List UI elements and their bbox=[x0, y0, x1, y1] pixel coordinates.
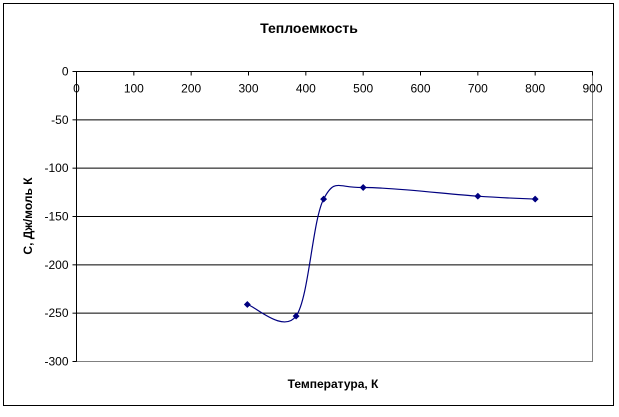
y-tick-label-0: 0 bbox=[62, 65, 69, 79]
x-axis-title: Температура, К bbox=[288, 377, 379, 391]
x-tick-label-4: 400 bbox=[296, 82, 316, 96]
data-point-0-0 bbox=[243, 300, 251, 309]
y-tick-label-4: -200 bbox=[44, 258, 68, 272]
data-point-0-4 bbox=[474, 192, 482, 200]
y-tick-label-2: -100 bbox=[44, 161, 68, 175]
x-tick-label-2: 200 bbox=[181, 82, 201, 96]
data-point-0-5 bbox=[531, 195, 539, 203]
y-tick-label-6: -300 bbox=[44, 355, 68, 369]
y-tick-label-1: -50 bbox=[51, 113, 69, 127]
x-tick-label-3: 300 bbox=[238, 82, 258, 96]
y-tick-label-3: -150 bbox=[44, 210, 68, 224]
x-tick-label-1: 100 bbox=[124, 82, 144, 96]
chart-title: Теплоемкость bbox=[260, 20, 358, 36]
x-tick-label-8: 800 bbox=[525, 82, 545, 96]
y-tick-label-5: -250 bbox=[44, 306, 68, 320]
series-layer bbox=[243, 183, 539, 323]
x-tick-label-6: 600 bbox=[410, 82, 430, 96]
grid-lines bbox=[76, 119, 593, 314]
x-tick-label-9: 900 bbox=[582, 82, 602, 96]
x-tick-label-0: 0 bbox=[73, 82, 80, 96]
data-point-0-3 bbox=[359, 183, 367, 192]
x-tick-label-7: 700 bbox=[468, 82, 488, 96]
y-axis-title: С, Дж/моль К bbox=[21, 177, 35, 255]
data-point-0-1 bbox=[292, 312, 300, 320]
data-point-0-2 bbox=[320, 195, 328, 203]
x-tick-label-5: 500 bbox=[353, 82, 373, 96]
tick-labels: 0 -50 -100 -150 -200 -250 -300 0 100 200 300 400 500… bbox=[44, 65, 602, 369]
axes bbox=[72, 71, 593, 362]
